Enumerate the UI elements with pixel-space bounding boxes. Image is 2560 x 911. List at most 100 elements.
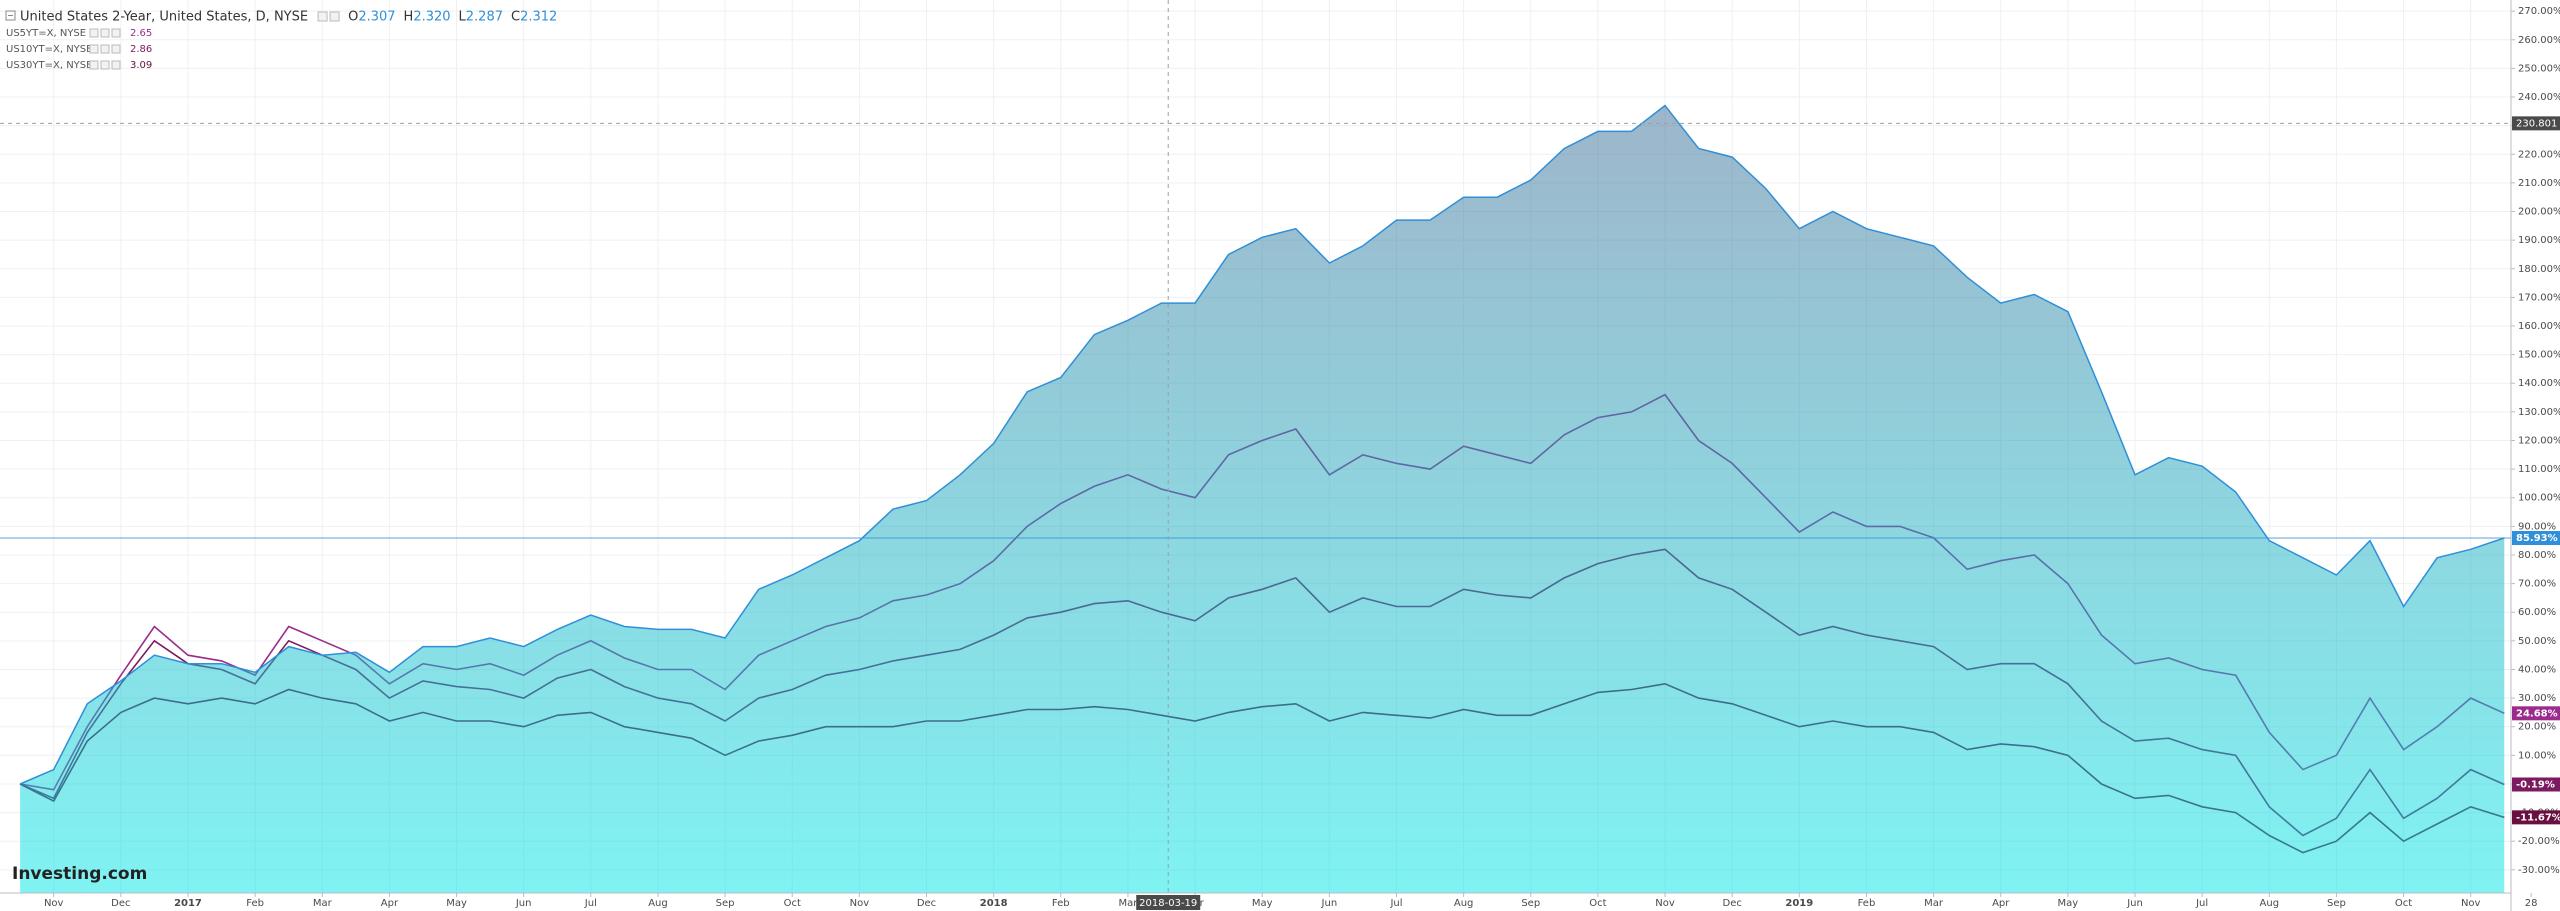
last-value-box [2512,777,2560,792]
y-tick-label: 270.00% [2518,6,2560,17]
ohlc-key: C [511,10,520,25]
series-title: United States 2-Year, United States, D, … [20,10,308,25]
ohlc-value: 2.307 [358,10,395,25]
x-tick-label: 28 [2525,898,2538,909]
y-tick-label: 260.00% [2518,35,2560,46]
y-tick-label: 140.00% [2518,378,2560,389]
x-tick-label: Mar [1118,898,1138,909]
ohlc-value: 2.320 [413,10,450,25]
x-tick-label: Sep [716,898,735,909]
x-tick-label: Aug [2260,898,2280,909]
legend-button[interactable] [100,28,110,38]
y-tick-label: 120.00% [2518,435,2560,446]
y-tick-label: 220.00% [2518,149,2560,160]
x-tick-label: Oct [784,898,801,909]
legend-button[interactable] [317,11,328,22]
last-value-box [2512,706,2560,721]
x-tick-label: Jul [2195,898,2208,909]
y-tick-label: 200.00% [2518,207,2560,218]
y-tick-label: 180.00% [2518,264,2560,275]
last-value-box [2512,531,2560,546]
plot [19,104,2505,894]
legend-name: US10YT=X, NYSE [6,44,92,55]
legend-button[interactable] [111,44,121,54]
y-tick-label: 100.00% [2518,493,2560,504]
x-tick-label: Apr [1992,898,2010,909]
crosshair-y-label: 230.801 [2516,118,2557,129]
y-tick-label: -30.00% [2518,865,2560,876]
y-tick-label: 250.00% [2518,63,2560,74]
y-tick-label: 130.00% [2518,407,2560,418]
ohlc-key: H [404,10,414,25]
y-tick-label: 80.00% [2518,550,2556,561]
x-tick-label: Sep [2327,898,2346,909]
x-tick-label: May [2058,898,2079,909]
y-tick-label: 110.00% [2518,464,2560,475]
x-tick-label: Apr [381,898,399,909]
x-tick-label: Dec [111,898,130,909]
x-tick-label: Aug [1454,898,1474,909]
collapse-icon[interactable] [5,10,16,21]
crosshair-x-label: 2018-03-19 [1139,898,1197,909]
last-value-label: -11.67% [2516,812,2560,823]
x-tick-label: Oct [1589,898,1606,909]
y-tick-label: 60.00% [2518,607,2556,618]
y-tick-label: 10.00% [2518,750,2556,761]
x-tick-label: Jul [1389,898,1402,909]
y-tick-label: 160.00% [2518,321,2560,332]
legend-button[interactable] [89,44,99,54]
x-tick-label: Aug [648,898,668,909]
x-tick-label: May [446,898,467,909]
last-value-box [2512,810,2560,825]
ohlc-key: L [459,10,467,25]
legend-button[interactable] [89,28,99,38]
x-tick-label: 2018 [980,898,1008,909]
y-tick-label: 210.00% [2518,178,2560,189]
y-tick-label: 30.00% [2518,693,2556,704]
legend-value: 3.09 [130,60,152,71]
area-fill [20,105,2505,894]
legend-name: US5YT=X, NYSE [6,28,86,39]
x-tick-label: 2017 [174,898,202,909]
legend-button[interactable] [89,60,99,70]
watermark: Investing.com [12,864,147,884]
ohlc-key: O [348,10,358,25]
legend-button[interactable] [329,11,340,22]
y-tick-label: 150.00% [2518,350,2560,361]
legend-value: 2.86 [130,44,152,55]
legend-button[interactable] [111,28,121,38]
x-tick-label: Jun [2126,898,2143,909]
x-tick-label: Nov [2461,898,2481,909]
y-tick-label: 240.00% [2518,92,2560,103]
ohlc-value: 2.312 [520,10,557,25]
crosshair-x-box [1136,895,1201,910]
y-tick-label: 190.00% [2518,235,2560,246]
x-tick-label: Nov [1655,898,1675,909]
last-value-label: -0.19% [2516,779,2555,790]
x-tick-label: Nov [850,898,870,909]
x-tick-label: Oct [2395,898,2412,909]
last-value-label: 85.93% [2516,533,2558,544]
legend-button[interactable] [100,60,110,70]
x-tick-label: Dec [1723,898,1742,909]
x-tick-label: Jul [584,898,597,909]
last-value-label: 24.68% [2516,708,2558,719]
legend-button[interactable] [100,44,110,54]
x-tick-label: Dec [917,898,936,909]
x-tick-label: 2019 [1785,898,1813,909]
y-tick-label: 170.00% [2518,292,2560,303]
area-line [19,104,2505,785]
y-tick-label: 20.00% [2518,722,2556,733]
x-tick-label: Sep [1521,898,1540,909]
x-tick-label: Feb [1858,898,1876,909]
y-tick-label: -20.00% [2518,836,2560,847]
x-tick-label: Mar [313,898,333,909]
y-tick-label: 70.00% [2518,579,2556,590]
legend-button[interactable] [111,60,121,70]
x-tick-label: Mar [1924,898,1944,909]
legend: United States 2-Year, United States, D, … [5,10,557,71]
legend-value: 2.65 [130,28,152,39]
